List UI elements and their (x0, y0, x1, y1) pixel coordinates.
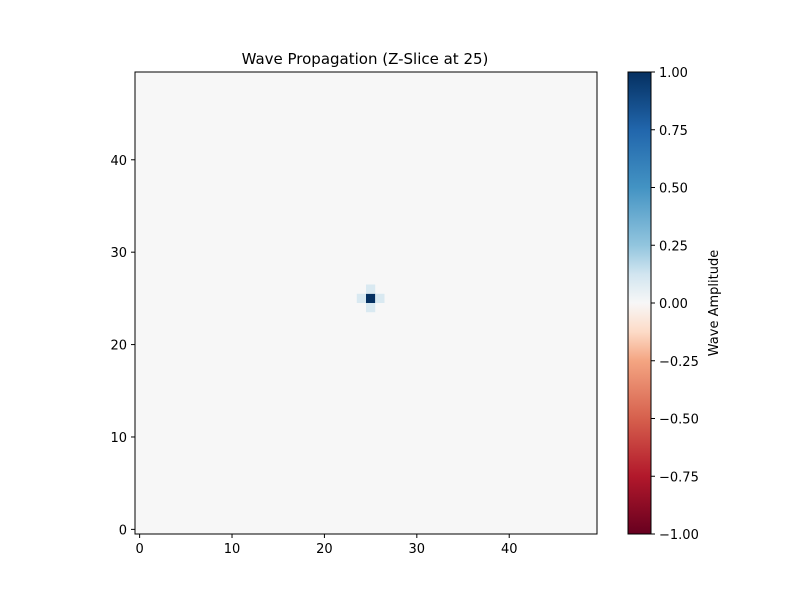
y-tick-label: 0 (119, 523, 127, 538)
colorbar-tick-label: −0.75 (659, 470, 699, 485)
x-tick-label: 40 (501, 542, 518, 557)
colorbar-tick-label: −0.25 (659, 355, 699, 370)
chart-title: Wave Propagation (Z-Slice at 25) (242, 50, 489, 68)
colorbar-tick-label: 0.25 (659, 239, 688, 254)
colorbar-tick-label: 1.00 (659, 66, 688, 81)
x-tick-label: 20 (316, 542, 333, 557)
x-tick-label: 30 (409, 542, 426, 557)
y-tick-label: 10 (110, 431, 127, 446)
y-tick-label: 30 (110, 246, 127, 261)
colorbar-scale (627, 71, 652, 535)
colorbar-tick-label: 0.00 (659, 297, 688, 312)
colorbar: 1.00 0.75 0.50 0.25 0.00 −0.25 −0.50 −0.75 −1.00 (627, 66, 699, 543)
y-axis: 0 10 20 30 40 (110, 154, 135, 538)
y-tick-label: 20 (110, 339, 127, 354)
x-axis: 0 10 20 30 40 (135, 534, 517, 557)
x-tick-label: 10 (224, 542, 241, 557)
heatmap-cell (366, 303, 376, 313)
x-tick-label: 0 (135, 542, 143, 557)
heatmap-cell (366, 293, 376, 303)
colorbar-tick-label: 0.75 (659, 124, 688, 139)
colorbar-tick-label: −1.00 (659, 528, 699, 543)
plot-area (134, 71, 598, 535)
y-tick-label: 40 (110, 154, 127, 169)
colorbar-label: Wave Amplitude (707, 250, 722, 356)
heatmap-cell (366, 284, 376, 294)
plot-frame (134, 71, 598, 535)
colorbar-tick-label: 0.50 (659, 182, 688, 197)
heatmap-cell (356, 293, 366, 303)
colorbar-tick-label: −0.50 (659, 413, 699, 428)
heatmap-cell (375, 293, 385, 303)
